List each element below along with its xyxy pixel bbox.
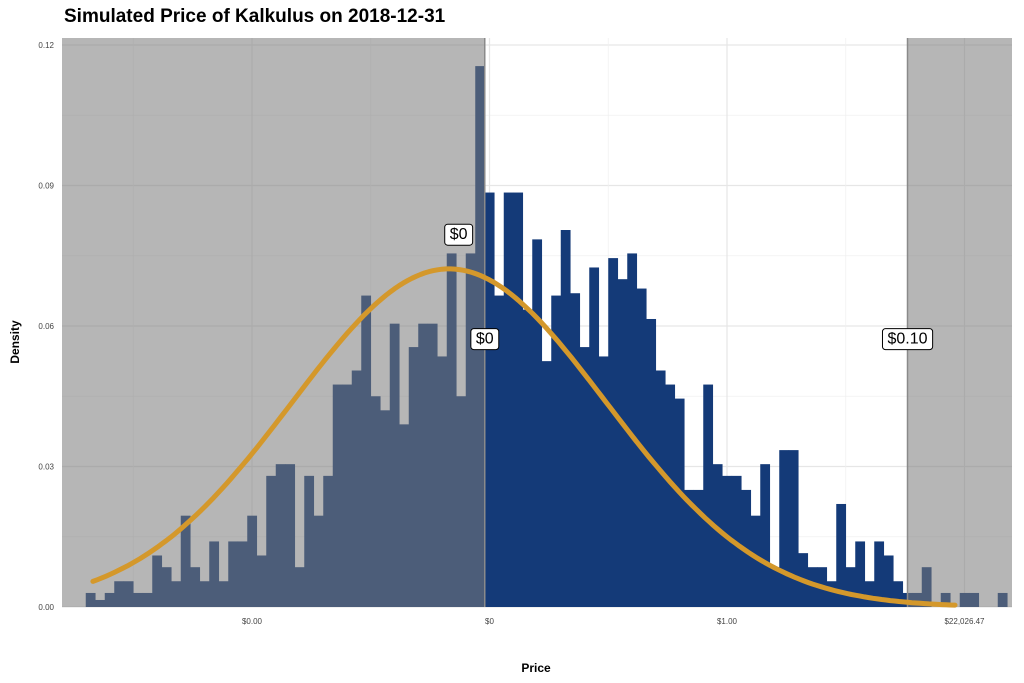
callout-label: $0.10 bbox=[881, 328, 934, 351]
histogram-bar bbox=[779, 450, 790, 607]
callout-box bbox=[470, 328, 500, 351]
x-tick-label: $0.00 bbox=[242, 617, 263, 626]
histogram-bar bbox=[807, 567, 818, 607]
histogram-bar bbox=[570, 293, 581, 607]
histogram-bar bbox=[674, 398, 685, 607]
histogram-bar bbox=[693, 489, 704, 607]
x-tick-label: $0 bbox=[485, 617, 494, 626]
histogram-bar bbox=[826, 581, 837, 607]
histogram-bar bbox=[665, 384, 676, 607]
histogram-bar bbox=[598, 356, 609, 607]
histogram-bar bbox=[703, 384, 714, 607]
callout-text: $0 bbox=[450, 226, 468, 243]
histogram-bar bbox=[788, 450, 799, 607]
y-tick-label: 0.09 bbox=[38, 182, 54, 191]
histogram-bar bbox=[874, 541, 885, 607]
callout-label: $0 bbox=[444, 223, 474, 246]
histogram-bar bbox=[769, 567, 780, 607]
callout-box bbox=[444, 223, 474, 246]
density-curve bbox=[90, 266, 958, 608]
histogram-bar bbox=[608, 258, 619, 607]
histogram-bar bbox=[655, 370, 666, 607]
histogram-bar bbox=[760, 464, 771, 607]
callout-box bbox=[881, 328, 934, 351]
histogram-bar bbox=[513, 192, 524, 607]
histogram-bar bbox=[836, 503, 847, 607]
x-tick-label: $1.00 bbox=[717, 617, 738, 626]
histogram-bar bbox=[883, 555, 894, 607]
histogram-bar bbox=[589, 267, 600, 607]
shaded-tail-region bbox=[907, 38, 1012, 607]
histogram-bar bbox=[893, 581, 904, 607]
histogram-bar bbox=[560, 230, 571, 607]
callout-text: $0 bbox=[476, 331, 494, 348]
histogram-bar bbox=[541, 361, 552, 607]
histogram-bar bbox=[522, 309, 533, 607]
histogram-bar bbox=[855, 541, 866, 607]
histogram-bar bbox=[845, 567, 856, 607]
x-tick-label: $22,026.47 bbox=[944, 617, 985, 626]
shaded-regions bbox=[62, 38, 1012, 607]
histogram-bar bbox=[503, 192, 514, 607]
callout-text: $0.10 bbox=[887, 331, 927, 348]
histogram-bar bbox=[750, 515, 761, 607]
histogram-bar bbox=[627, 253, 638, 607]
histogram-bar bbox=[494, 295, 505, 607]
y-tick-label: 0.00 bbox=[38, 603, 54, 612]
y-axis-title: Density bbox=[8, 320, 22, 364]
histogram-bar bbox=[864, 581, 875, 607]
density-curve-layer bbox=[90, 266, 958, 608]
x-axis-title: Price bbox=[521, 661, 551, 675]
histogram-bar bbox=[684, 489, 695, 607]
histogram-bar bbox=[484, 192, 495, 607]
y-tick-labels: 0.00 0.03 0.06 0.09 0.12 bbox=[38, 41, 54, 612]
histogram-bar bbox=[617, 279, 628, 607]
callout-labels: $0 $0 $0.10 bbox=[444, 223, 934, 351]
histogram-bar bbox=[532, 239, 543, 607]
histogram-bar bbox=[579, 347, 590, 607]
histogram-bar bbox=[712, 464, 723, 607]
histogram-bar bbox=[551, 295, 562, 607]
shaded-tail-region bbox=[62, 38, 485, 607]
chart-title: Simulated Price of Kalkulus on 2018-12-3… bbox=[64, 6, 446, 27]
y-tick-label: 0.06 bbox=[38, 322, 54, 331]
x-tick-labels: $0.00 $0 $1.00 $22,026.47 bbox=[242, 617, 985, 626]
y-tick-label: 0.12 bbox=[38, 41, 54, 50]
callout-label: $0 bbox=[470, 328, 500, 351]
y-tick-label: 0.03 bbox=[38, 463, 54, 472]
histogram-bar bbox=[722, 475, 733, 607]
